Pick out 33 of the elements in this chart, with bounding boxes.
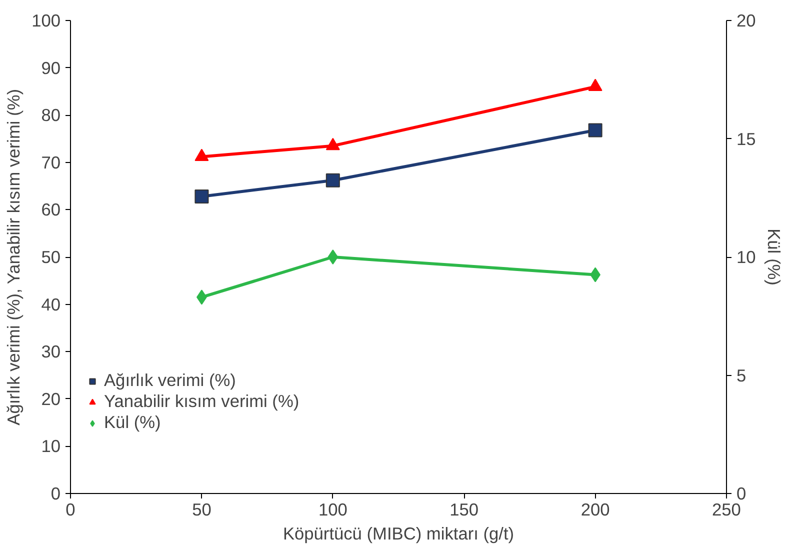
y-tick-label: 0 xyxy=(50,484,61,504)
y-tick-label: 90 xyxy=(41,58,61,78)
point xyxy=(194,148,209,161)
x-tick-label: 150 xyxy=(450,500,479,520)
y-tick-label: 20 xyxy=(41,388,61,409)
y-tick-label: 70 xyxy=(41,152,61,172)
y-tick-label: 40 xyxy=(41,294,61,314)
point xyxy=(326,138,340,150)
y2-tick-label: 5 xyxy=(736,365,746,386)
y-tick-label: 60 xyxy=(41,200,61,220)
y2-tick-label: 20 xyxy=(736,10,756,30)
y-tick-label: 30 xyxy=(41,342,61,362)
point xyxy=(326,173,340,188)
x-tick-label: 50 xyxy=(192,500,212,520)
y-axis-title: Ağırlık verimi (%), Yanabilir kısım verimi (%) xyxy=(4,88,24,426)
y-tick-label: 100 xyxy=(32,10,61,30)
y-tick-label: 10 xyxy=(41,436,61,456)
x-tick-label: 0 xyxy=(66,500,76,520)
legend-label: Ağırlık verimi (%) xyxy=(104,370,236,391)
x-tick-label: 200 xyxy=(580,500,610,520)
y-tick-label: 50 xyxy=(41,247,61,267)
point xyxy=(194,189,209,204)
legend-label: Kül (%) xyxy=(104,412,161,433)
point xyxy=(328,250,338,264)
y2-tick-label: 10 xyxy=(736,247,756,267)
y2-tick-label: 15 xyxy=(736,128,756,149)
x-axis-title: Köpürtücü (MIBC) miktarı (g/t) xyxy=(282,524,514,544)
y2-axis-title: Kül (%) xyxy=(764,228,784,286)
legend-label: Yanabilir kısım verimi (%) xyxy=(104,391,300,412)
point xyxy=(588,123,602,138)
y-tick-label: 80 xyxy=(41,105,61,126)
point xyxy=(588,78,602,91)
x-tick-label: 100 xyxy=(318,500,348,520)
